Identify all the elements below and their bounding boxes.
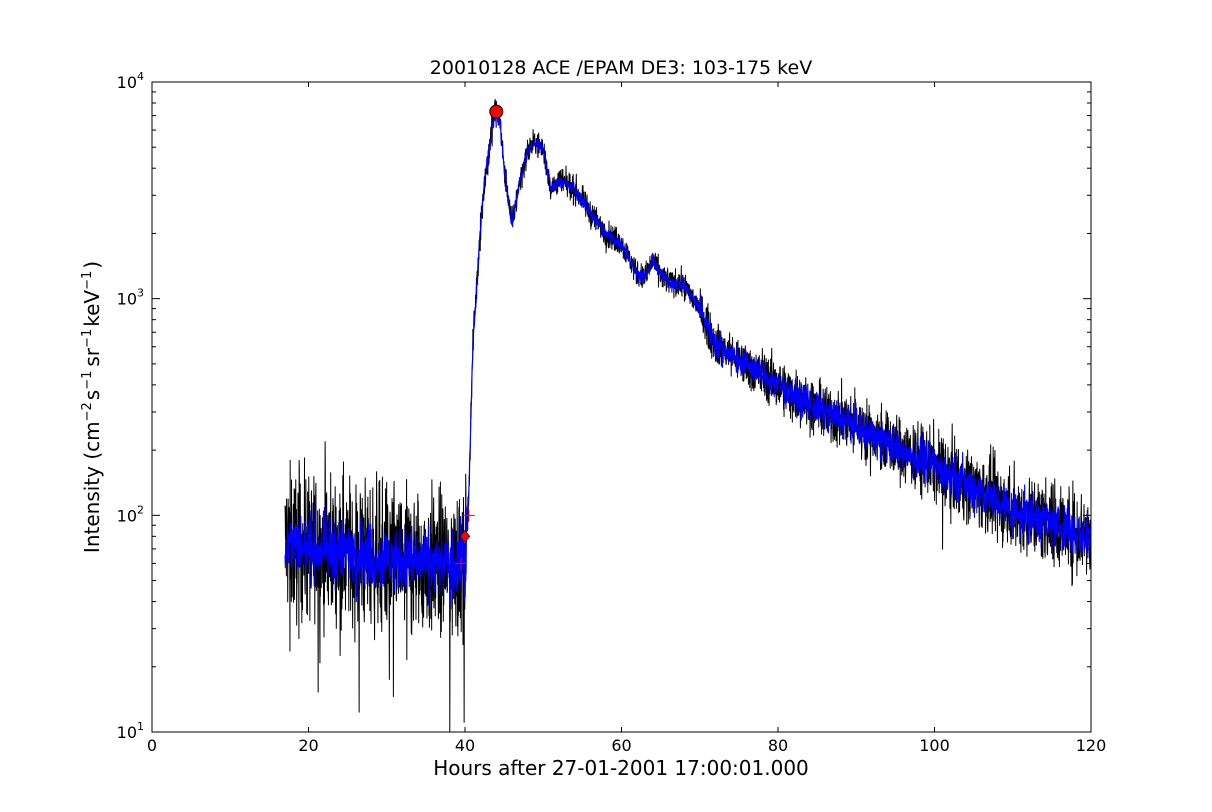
y-tick-label: 103 <box>117 287 144 309</box>
x-tick-label: 80 <box>768 736 788 755</box>
x-tick-label: 60 <box>611 736 631 755</box>
y-axis-label-exp1: −2 <box>80 402 95 421</box>
y-tick-label-exponent: 3 <box>137 287 144 300</box>
y-tick-label: 104 <box>117 70 144 92</box>
marker-peak <box>489 104 504 119</box>
y-axis-label: Intensity (cm−2s−1sr−1keV−1) <box>80 261 104 553</box>
y-tick-label-base: 10 <box>117 73 137 92</box>
y-axis-label-exp3: −1 <box>80 329 95 348</box>
series-line-smoothed <box>284 104 1091 607</box>
y-tick-label-base: 10 <box>117 506 137 525</box>
x-tick-label: 100 <box>919 736 950 755</box>
y-axis-label-main: Intensity (cm <box>80 421 104 553</box>
y-axis-label-close: ) <box>80 261 104 269</box>
y-tick-label-exponent: 2 <box>137 503 144 516</box>
marker-onset-upper <box>462 509 475 522</box>
y-axis-label-exp4: −1 <box>80 271 95 290</box>
x-tick-label: 20 <box>298 736 318 755</box>
x-tick-label: 40 <box>455 736 475 755</box>
y-axis-label-exp2: −1 <box>80 371 95 390</box>
y-axis-label-sr: sr <box>80 347 104 366</box>
data-layer <box>284 99 1091 732</box>
x-tick-label: 0 <box>147 736 157 755</box>
y-axis-label-s: s <box>80 390 104 400</box>
y-tick-label-exponent: 4 <box>137 70 144 83</box>
y-tick-label-base: 10 <box>117 290 137 309</box>
chart-title: 20010128 ACE /EPAM DE3: 103-175 keV <box>430 57 812 79</box>
y-tick-label-exponent: 1 <box>137 720 144 733</box>
x-axis-label: Hours after 27-01-2001 17:00:01.000 <box>433 756 809 780</box>
x-tick-label: 120 <box>1076 736 1107 755</box>
marker-onset <box>459 529 471 543</box>
y-tick-label: 102 <box>117 503 144 525</box>
y-tick-label-base: 10 <box>117 723 137 742</box>
y-tick-label: 101 <box>117 720 144 742</box>
marker-layer <box>455 104 504 570</box>
y-axis-label-kev: keV <box>80 290 104 327</box>
marker-onset-lower <box>455 557 468 570</box>
